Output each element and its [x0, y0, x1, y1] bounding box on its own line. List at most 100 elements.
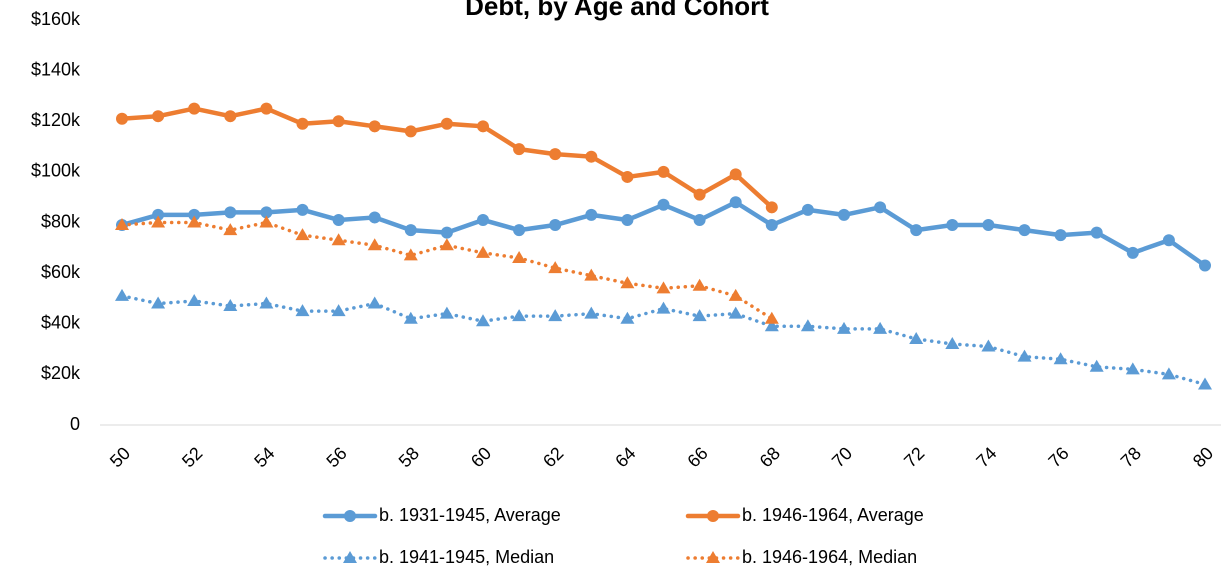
x-tick-label: 58 [395, 443, 423, 471]
data-point [151, 296, 166, 309]
x-tick-label: 54 [250, 443, 278, 471]
data-point [224, 206, 237, 219]
data-point [585, 208, 598, 221]
data-point [873, 321, 888, 334]
data-point [1090, 226, 1103, 239]
data-point [404, 224, 417, 237]
data-point [728, 288, 743, 301]
x-tick-label: 68 [756, 443, 784, 471]
legend-label: b. 1931-1945, Average [379, 505, 561, 525]
data-point [368, 211, 381, 224]
data-point [1161, 367, 1176, 380]
x-tick-label: 74 [972, 443, 1000, 471]
data-point [729, 196, 742, 209]
data-point [764, 319, 779, 332]
data-point [331, 304, 346, 317]
data-point [765, 219, 778, 232]
data-point [367, 296, 382, 309]
x-tick-label: 50 [106, 443, 134, 471]
data-point [549, 219, 562, 232]
data-point [224, 110, 237, 123]
x-tick-label: 72 [900, 443, 928, 471]
legend-label: b. 1946-1964, Average [742, 505, 924, 525]
data-point [477, 120, 489, 133]
data-point [152, 208, 165, 221]
x-tick-label: 60 [467, 443, 495, 471]
legend-label: b. 1946-1964, Median [742, 547, 917, 567]
data-point [439, 306, 454, 319]
data-point [188, 208, 201, 221]
data-point [656, 301, 671, 314]
data-point [188, 102, 201, 115]
data-point [367, 238, 382, 251]
data-point [260, 206, 273, 219]
data-point [440, 117, 453, 130]
data-point [223, 223, 238, 236]
x-tick-label: 80 [1189, 443, 1217, 471]
data-point [512, 309, 527, 322]
data-point [837, 321, 851, 334]
x-tick-label: 76 [1044, 443, 1072, 471]
y-tick-label: $160k [31, 9, 81, 29]
data-point [801, 203, 814, 216]
data-point [115, 218, 129, 231]
data-point [476, 245, 490, 258]
data-point [728, 306, 743, 319]
data-point [116, 112, 128, 125]
data-point [765, 201, 778, 214]
data-point [1126, 246, 1139, 259]
data-point [982, 219, 995, 232]
data-point [332, 115, 345, 128]
data-point [259, 215, 274, 228]
y-tick-label: $20k [41, 363, 81, 383]
data-point [548, 261, 563, 274]
data-point [1125, 362, 1140, 375]
data-point [513, 143, 526, 156]
x-tick-label: 56 [322, 443, 350, 471]
data-point [620, 276, 635, 289]
y-tick-label: $100k [31, 161, 81, 181]
data-point [259, 296, 274, 309]
data-point [440, 226, 453, 239]
data-point [152, 110, 165, 123]
data-point [910, 224, 923, 237]
data-point [223, 299, 238, 312]
data-point [1198, 377, 1212, 390]
data-point [621, 213, 634, 226]
data-point [909, 331, 924, 344]
series-line [119, 200, 1208, 268]
data-point [838, 208, 850, 221]
data-point [1017, 349, 1032, 362]
data-point [332, 213, 345, 226]
data-point [187, 293, 202, 306]
data-point [981, 339, 996, 352]
y-tick-label: $40k [41, 313, 81, 333]
data-point [1053, 352, 1068, 365]
data-point [403, 311, 418, 324]
data-point [331, 233, 346, 246]
legend-marker [343, 551, 357, 563]
legend-marker [706, 551, 720, 563]
data-point [657, 198, 670, 211]
data-point [620, 311, 635, 324]
data-point [548, 309, 563, 322]
data-point [296, 117, 309, 130]
data-point [260, 102, 273, 115]
data-point [945, 337, 960, 349]
y-tick-label: 0 [70, 414, 80, 434]
data-point [295, 304, 310, 317]
x-tick-label: 78 [1117, 443, 1145, 471]
data-point [1018, 224, 1031, 237]
data-point [368, 120, 381, 133]
data-point [512, 250, 527, 263]
data-point [800, 319, 815, 332]
y-tick-label: $140k [31, 59, 81, 79]
data-point [764, 311, 779, 324]
data-point [584, 268, 599, 281]
chart-title: Debt, by Age and Cohort [465, 0, 769, 21]
data-point [657, 165, 670, 178]
x-tick-label: 66 [683, 443, 711, 471]
data-point [946, 219, 959, 232]
